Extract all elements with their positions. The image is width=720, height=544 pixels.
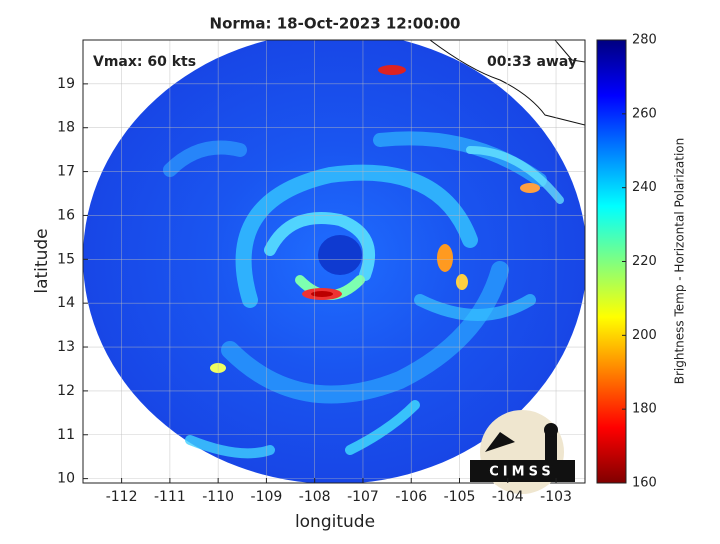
x-tick-label: -104 [492, 489, 524, 505]
grid [83, 40, 585, 483]
y-tick-label: 10 [57, 471, 75, 487]
y-tick-label: 19 [57, 76, 75, 92]
y-tick-label: 18 [57, 120, 75, 136]
logo-text: CIMSS [489, 465, 554, 480]
y-tick-label: 13 [57, 339, 75, 355]
x-tick-label: -105 [444, 489, 476, 505]
y-tick-label: 15 [57, 251, 75, 267]
x-tick-label: -112 [106, 489, 138, 505]
x-tick-label: -110 [202, 489, 234, 505]
annotation: 00:33 away [487, 54, 577, 70]
x-axis-label: longitude [295, 512, 375, 532]
y-axis-label: latitude [32, 228, 52, 293]
y-tick-label: 11 [57, 427, 75, 443]
x-tick-label: -107 [347, 489, 379, 505]
colorbar-tick-label: 180 [632, 402, 657, 417]
x-tick-label: -109 [251, 489, 283, 505]
x-tick-label: -106 [395, 489, 427, 505]
annotation: Vmax: 60 kts [93, 54, 196, 70]
x-tick-label: -108 [299, 489, 331, 505]
y-tick-label: 12 [57, 383, 75, 399]
x-tick-label: -103 [540, 489, 572, 505]
colorbar-tick-label: 220 [632, 254, 657, 269]
colorbar-tick-label: 200 [632, 328, 657, 343]
colorbar-tick-label: 240 [632, 180, 657, 195]
logo: CIMSS [470, 410, 575, 494]
colorbar-label: Brightness Temp - Horizontal Polarizatio… [673, 138, 687, 385]
y-tick-label: 16 [57, 207, 75, 223]
colorbar [596, 39, 627, 484]
colorbar-tick-label: 260 [632, 106, 657, 121]
chart-title: Norma: 18-Oct-2023 12:00:00 [210, 15, 461, 33]
x-tick-label: -111 [154, 489, 186, 505]
y-tick-label: 14 [57, 295, 75, 311]
plot-frame [82, 39, 586, 484]
y-tick-label: 17 [57, 164, 75, 180]
colorbar-tick-label: 280 [632, 33, 657, 48]
colorbar-tick-label: 160 [632, 476, 657, 491]
